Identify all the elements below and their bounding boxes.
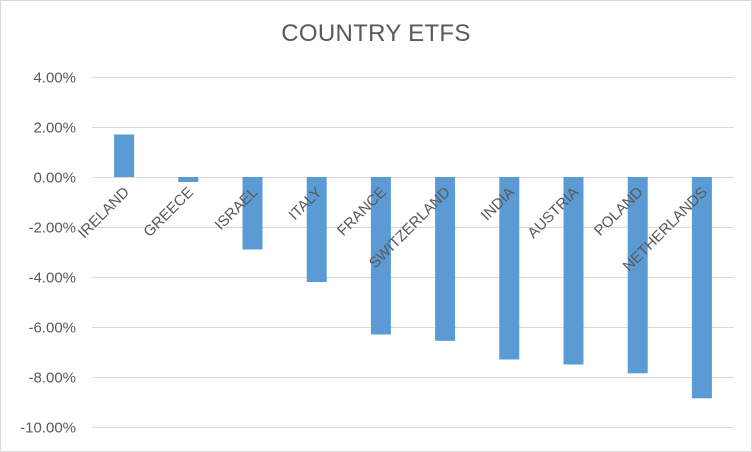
bar-italy [306, 177, 327, 282]
bar-india [499, 177, 520, 360]
y-tick-label: -8.00% [28, 370, 76, 387]
bar-austria [563, 177, 584, 365]
x-category-label: IRELAND [75, 184, 133, 242]
bar-greece [178, 177, 199, 182]
bar-poland [627, 177, 648, 374]
gridlines [92, 77, 734, 428]
x-axis-category-labels: IRELAND GREECE ISRAEL ITALY FRANCESWITZERLAN… [75, 184, 711, 275]
bar-france [370, 177, 391, 335]
chart-title: COUNTRY ETFS [281, 20, 471, 47]
y-tick-label: 0.00% [33, 170, 76, 187]
y-tick-label: -6.00% [28, 320, 76, 337]
y-tick-label: -2.00% [28, 220, 76, 237]
bar-netherlands [691, 177, 712, 399]
y-axis-tick-labels: 4.00% 2.00% 0.00% -2.00% -4.00% -6.00% -8.00% -… [20, 70, 76, 437]
bar-israel [242, 177, 263, 250]
bar-ireland [114, 134, 135, 177]
y-tick-label: 4.00% [33, 70, 76, 87]
y-tick-label: 2.00% [33, 120, 76, 137]
y-tick-label: -10.00% [20, 420, 76, 437]
x-category-label: GREECE [140, 184, 197, 241]
bar-switzerland [435, 177, 456, 341]
y-tick-label: -4.00% [28, 270, 76, 287]
bars [114, 134, 712, 399]
